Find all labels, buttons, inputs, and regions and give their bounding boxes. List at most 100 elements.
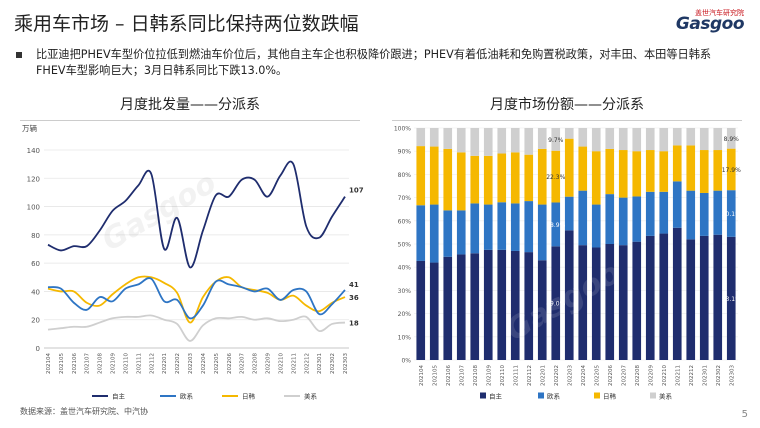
- bar-segment-日韩: [659, 151, 669, 192]
- bar-segment-欧系: [497, 202, 507, 250]
- x-tick-label: 202206: [227, 353, 233, 374]
- bullet-square-icon: [16, 52, 22, 58]
- data-source: 数据来源：盖世汽车研究院、中汽协: [20, 407, 148, 416]
- y-tick-label: 40%: [398, 265, 412, 272]
- bar-segment-欧系: [605, 194, 615, 244]
- bar-segment-自主: [483, 249, 493, 360]
- bar-segment-自主: [591, 247, 601, 360]
- y-tick-label: 20: [31, 317, 40, 325]
- y-tick-label: 20%: [398, 311, 412, 318]
- bar-segment-欧系: [443, 210, 453, 257]
- x-tick-label: 202204: [201, 353, 207, 374]
- bar-segment-美系: [551, 128, 561, 151]
- bar-segment-自主: [632, 241, 642, 360]
- bar-segment-美系: [510, 128, 520, 153]
- x-tick-label: 202110: [123, 353, 129, 374]
- bar-data-label: 8.9%: [724, 136, 740, 143]
- bar-segment-自主: [713, 234, 723, 360]
- bar-segment-日韩: [686, 145, 696, 191]
- x-tick-label: 202111: [513, 365, 519, 386]
- line-chart: 万辆 0 20 40 60 80 100 120 140 202104 202105 202106 20…: [22, 123, 364, 401]
- x-tick-label: 202211: [291, 353, 297, 374]
- bar-segment-美系: [618, 128, 628, 151]
- x-tick-label: 202203: [567, 365, 573, 386]
- y-tick-label: 120: [27, 175, 40, 183]
- legend-label: 日韩: [603, 392, 617, 401]
- x-tick-label: 202212: [689, 365, 695, 386]
- series-line-自主: [47, 160, 346, 269]
- series-line-美系: [47, 314, 346, 342]
- line-chart-title: 月度批发量——分派系: [120, 97, 260, 113]
- y-tick-label: 80%: [398, 172, 412, 179]
- bar-segment-欧系: [470, 203, 480, 254]
- bar-segment-欧系: [632, 196, 642, 242]
- bar-segment-欧系: [456, 210, 466, 255]
- bar-segment-欧系: [416, 205, 426, 261]
- bar-segment-日韩: [456, 152, 466, 211]
- x-tick-label: 202209: [648, 365, 654, 386]
- y-tick-label: 100: [27, 204, 40, 212]
- bar-segment-自主: [510, 250, 520, 360]
- bar-segment-欧系: [645, 191, 655, 236]
- bar-segment-美系: [726, 128, 736, 149]
- bar-segment-欧系: [429, 204, 439, 263]
- bar-segment-欧系: [564, 196, 574, 231]
- y-tick-label: 60%: [398, 218, 412, 225]
- bar-segment-美系: [416, 128, 426, 147]
- bar-segment-美系: [564, 128, 574, 139]
- bar-data-label: 49.0%: [546, 301, 565, 308]
- bar-segment-欧系: [618, 197, 628, 246]
- legend-label: 欧系: [547, 392, 561, 401]
- bar-segment-日韩: [416, 146, 426, 206]
- bar-segment-日韩: [537, 148, 547, 205]
- x-tick-label: 202107: [459, 365, 465, 386]
- x-tick-label: 202108: [473, 365, 479, 386]
- bar-segment-日韩: [672, 145, 682, 182]
- bar-segment-美系: [443, 128, 453, 149]
- legend-label: 美系: [659, 392, 673, 401]
- x-tick-label: 202106: [446, 365, 452, 386]
- y-axis-unit-label: 万辆: [22, 123, 37, 133]
- x-tick-label: 202207: [621, 365, 627, 386]
- bar-segment-日韩: [591, 151, 601, 205]
- bar-segment-自主: [686, 239, 696, 360]
- bar-segment-美系: [591, 128, 601, 152]
- bar-data-label: 22.3%: [546, 174, 565, 181]
- bar-segment-欧系: [726, 190, 736, 237]
- bar-segment-日韩: [443, 148, 453, 211]
- x-tick-label: 202208: [635, 365, 641, 386]
- bar-segment-美系: [686, 128, 696, 146]
- bar-segment-日韩: [726, 148, 736, 191]
- bar-segment-日韩: [632, 151, 642, 197]
- x-tick-label: 202302: [716, 365, 722, 386]
- y-tick-label: 0%: [401, 358, 411, 365]
- bar-segment-美系: [659, 128, 669, 152]
- x-tick-label: 202205: [594, 365, 600, 386]
- bar-segment-欧系: [659, 191, 669, 234]
- legend-label: 日韩: [242, 392, 256, 401]
- end-value-label: 41: [349, 281, 359, 289]
- x-tick-label: 202202: [554, 365, 560, 386]
- x-tick-label: 202104: [419, 365, 425, 386]
- bar-segment-自主: [672, 227, 682, 360]
- y-tick-label: 40: [31, 288, 40, 296]
- bar-segment-日韩: [578, 146, 588, 191]
- y-tick-label: 50%: [398, 242, 412, 249]
- bar-segment-欧系: [524, 201, 534, 253]
- watermark-text: Gasgoo: [96, 165, 222, 258]
- y-tick-label: 30%: [398, 288, 412, 295]
- bar-chart-divider: [392, 120, 742, 121]
- y-tick-label: 60: [31, 260, 40, 268]
- x-tick-label: 202302: [330, 353, 336, 374]
- page-number: 5: [741, 409, 748, 420]
- bar-segment-自主: [470, 253, 480, 360]
- bar-segment-欧系: [578, 190, 588, 246]
- x-tick-label: 202303: [729, 365, 735, 386]
- bar-segment-自主: [645, 235, 655, 360]
- bar-segment-日韩: [713, 150, 723, 191]
- bar-segment-自主: [456, 254, 466, 360]
- bar-segment-自主: [659, 233, 669, 360]
- bar-segment-日韩: [483, 155, 493, 205]
- bar-chart: 0% 10% 20% 30% 40% 50% 60% 70% 80% 90% 100% 202104 2…: [394, 126, 741, 401]
- bar-segment-日韩: [551, 150, 561, 203]
